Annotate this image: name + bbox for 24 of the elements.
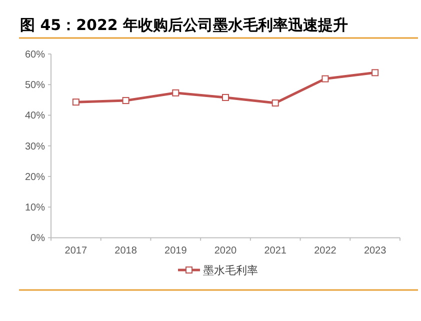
legend-label: 墨水毛利率 (203, 264, 258, 277)
x-tick-label: 2019 (164, 246, 188, 257)
y-tick-label: 10% (24, 202, 46, 214)
y-tick-label: 0% (30, 233, 46, 244)
y-tick-label: 40% (24, 110, 46, 122)
y-tick-label: 20% (24, 172, 46, 183)
point (372, 69, 379, 76)
legend: 墨水毛利率 (178, 264, 258, 277)
point (272, 99, 279, 106)
point (222, 94, 229, 101)
x-tick-label: 2022 (314, 246, 337, 257)
y-tick-label: 30% (24, 141, 46, 152)
x-tick-label: 2021 (264, 246, 287, 257)
point (122, 97, 130, 104)
x-tick-label: 2020 (214, 246, 238, 257)
x-tick-label: 2023 (364, 246, 387, 257)
x-tick-label: 2017 (64, 246, 88, 257)
y-tick-label: 50% (24, 80, 46, 92)
chart-title: 图 45：2022 年收购后公司墨水毛利率迅速提升 (20, 16, 348, 34)
y-tick-label: 60% (24, 50, 46, 60)
point (72, 98, 80, 106)
point (322, 75, 329, 82)
point (172, 89, 180, 96)
x-tick-label: 2018 (114, 246, 138, 257)
